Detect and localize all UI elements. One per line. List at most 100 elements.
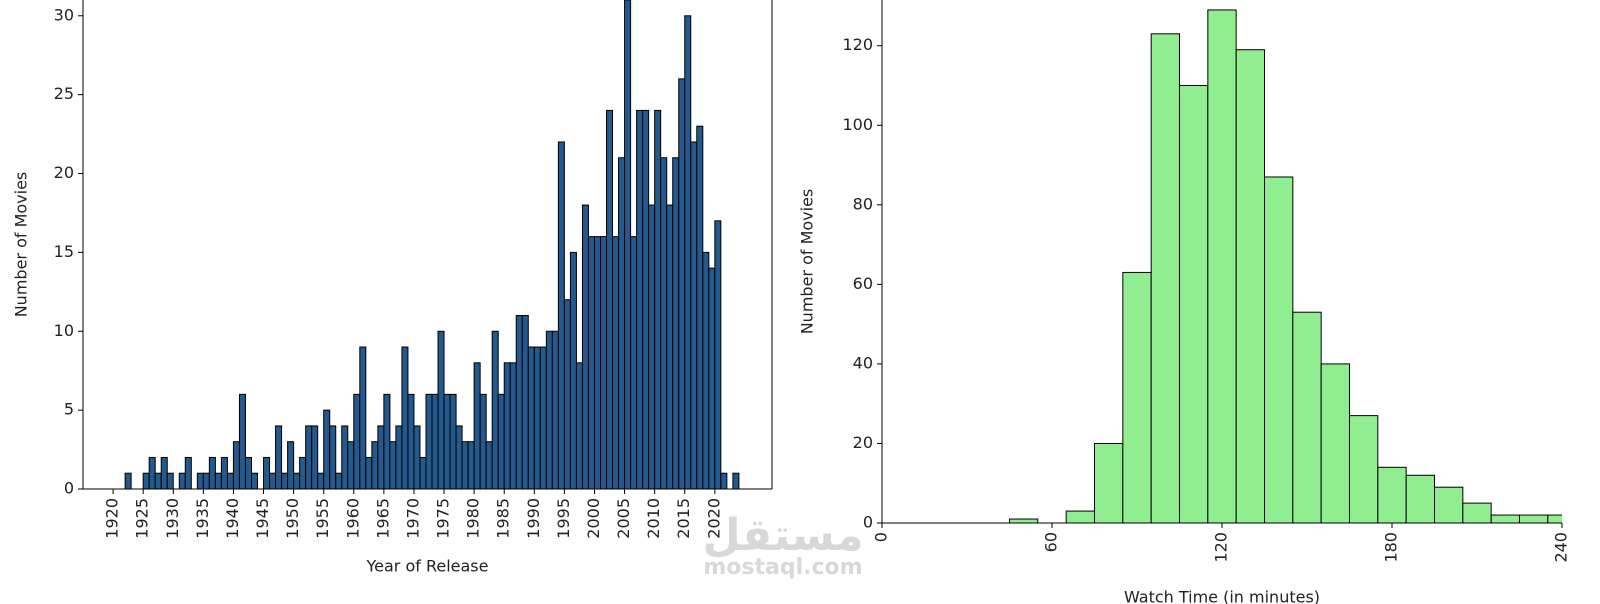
- bar: [497, 393, 505, 489]
- x-tick-label: 2015: [674, 498, 693, 539]
- bar: [425, 393, 433, 489]
- bar: [654, 109, 662, 489]
- x-tick-label: 1945: [253, 498, 272, 539]
- x-tick-label: 2000: [584, 498, 603, 539]
- bar: [431, 393, 439, 489]
- bar: [124, 472, 132, 489]
- bar: [461, 441, 469, 489]
- y-axis-label: Number of Movies: [798, 189, 817, 335]
- bar: [323, 409, 331, 489]
- bar: [389, 441, 397, 489]
- bar: [311, 425, 319, 489]
- bar: [690, 141, 698, 489]
- y-tick-label: 0: [64, 479, 74, 498]
- y-tick-label: 25: [54, 84, 74, 103]
- y-tick-label: 120: [842, 35, 873, 54]
- bar: [503, 362, 511, 489]
- bar: [527, 346, 535, 489]
- bar: [142, 472, 150, 489]
- bar: [154, 472, 162, 489]
- bar: [630, 236, 638, 489]
- bar: [407, 393, 415, 489]
- bar: [587, 236, 595, 489]
- y-tick-label: 30: [54, 5, 74, 24]
- bar: [1207, 9, 1237, 523]
- bar: [1264, 176, 1294, 523]
- bar: [395, 425, 403, 489]
- x-tick-label: 2020: [704, 498, 723, 539]
- bar: [551, 330, 559, 489]
- watermark: mostaql.com: [703, 555, 862, 580]
- bar: [515, 314, 523, 489]
- bar: [467, 441, 475, 489]
- x-tick-label: 1925: [133, 498, 152, 539]
- bar: [563, 299, 571, 489]
- bar: [383, 393, 391, 489]
- y-tick-label: 20: [853, 433, 873, 452]
- y-tick-label: 5: [64, 400, 74, 419]
- bar: [269, 472, 277, 489]
- bar: [371, 441, 379, 489]
- x-tick-label: 1970: [403, 498, 422, 539]
- bar: [437, 330, 445, 489]
- bar: [1065, 510, 1095, 523]
- bar: [166, 472, 174, 489]
- bar: [377, 425, 385, 489]
- bar: [220, 456, 228, 489]
- bar: [401, 346, 409, 489]
- y-tick-label: 10: [54, 321, 74, 340]
- x-tick-label: 1950: [283, 498, 302, 539]
- bar: [684, 15, 692, 489]
- bar: [293, 472, 301, 489]
- bar: [521, 314, 529, 489]
- bar: [178, 472, 186, 489]
- plot-area: [124, 0, 740, 489]
- x-axis-label: Year of Release: [366, 557, 489, 576]
- bar: [575, 362, 583, 489]
- bar: [593, 236, 602, 489]
- bar: [545, 330, 553, 489]
- bar: [1547, 514, 1562, 523]
- bar: [275, 425, 283, 489]
- bar: [329, 425, 337, 489]
- bar: [533, 346, 541, 489]
- x-tick-label: 0: [872, 532, 891, 542]
- bar: [479, 393, 487, 489]
- x-tick-label: 1965: [373, 498, 392, 539]
- bar: [184, 456, 192, 489]
- bar: [708, 267, 716, 489]
- bar: [678, 78, 686, 489]
- bar: [1349, 415, 1379, 523]
- bar: [1405, 474, 1435, 523]
- y-axis-label: Number of Movies: [12, 172, 31, 318]
- bar: [606, 109, 614, 489]
- bar: [600, 236, 608, 489]
- bar: [1094, 442, 1124, 523]
- bar: [281, 472, 289, 489]
- bar: [455, 425, 463, 489]
- bar: [208, 456, 216, 489]
- bar: [485, 441, 493, 489]
- bar: [341, 425, 349, 489]
- bar: [299, 456, 307, 489]
- bar: [347, 441, 355, 489]
- y-tick-label: 100: [842, 115, 873, 134]
- x-tick-label: 1995: [554, 498, 573, 539]
- bar: [232, 441, 240, 489]
- bar: [672, 157, 680, 489]
- bar: [287, 441, 295, 489]
- bar: [612, 236, 620, 489]
- x-tick-label: 1930: [163, 498, 182, 539]
- bar: [491, 330, 499, 489]
- x-tick-label: 1940: [223, 498, 242, 539]
- bar: [732, 472, 740, 489]
- y-tick-label: 15: [54, 242, 74, 261]
- bar: [1235, 49, 1265, 523]
- x-tick-label: 1985: [494, 498, 513, 539]
- bar: [160, 456, 168, 489]
- bar: [666, 204, 674, 489]
- bar: [642, 109, 650, 489]
- x-tick-label: 1975: [434, 498, 453, 539]
- x-tick-label: 1935: [193, 498, 212, 539]
- x-tick-label: 1955: [313, 498, 332, 539]
